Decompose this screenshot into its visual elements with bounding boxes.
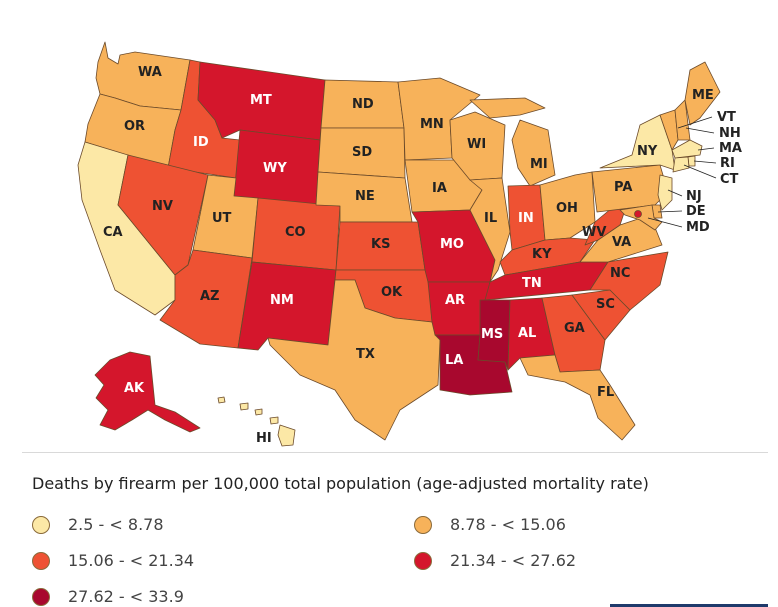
label-NV: NV	[152, 199, 173, 214]
legend-swatch	[32, 587, 50, 606]
legend-label: 2.5 - < 8.78	[68, 515, 164, 534]
legend-swatch	[32, 551, 50, 570]
label-MS: MS	[481, 327, 503, 342]
label-PA: PA	[614, 180, 632, 195]
label-IN: IN	[518, 211, 534, 226]
state-TX	[267, 279, 441, 441]
state-DC	[634, 210, 642, 218]
label-TN: TN	[522, 276, 542, 291]
label-MN: MN	[420, 117, 444, 132]
leader-MD	[647, 217, 683, 228]
label-MO: MO	[440, 237, 464, 252]
label-KY: KY	[532, 247, 552, 262]
legend-item-3: 15.06 - < 21.34	[32, 551, 194, 570]
state-HI-group	[217, 396, 296, 447]
state-ME	[684, 61, 721, 126]
leader-VT	[677, 116, 713, 129]
leader-MA	[697, 147, 715, 151]
state-MI-up	[469, 97, 546, 119]
legend-label: 15.06 - < 21.34	[68, 551, 195, 570]
label-FL: FL	[597, 385, 614, 400]
label-CA: CA	[103, 225, 123, 240]
label-NC: NC	[610, 266, 630, 281]
label-MI: MI	[530, 157, 548, 172]
state-AK	[94, 351, 201, 433]
label-WV: WV	[582, 225, 606, 240]
label-IL: IL	[484, 211, 497, 226]
label-AR: AR	[445, 293, 465, 308]
state-MI	[511, 119, 556, 187]
label-SC: SC	[596, 297, 615, 312]
legend-swatch	[32, 515, 50, 534]
label-OK: OK	[381, 285, 403, 300]
label-ID: ID	[193, 135, 209, 150]
label-NM: NM	[270, 293, 294, 308]
state-MD	[619, 204, 663, 231]
legend-label: 21.34 - < 27.62	[450, 551, 577, 570]
leader-NJ	[667, 189, 683, 197]
label-AZ: AZ	[200, 289, 220, 304]
state-HI-3	[254, 408, 263, 416]
label-LA: LA	[445, 353, 463, 368]
legend-item-4: 21.34 - < 27.62	[414, 551, 576, 570]
label-SD: SD	[352, 145, 372, 160]
leader-NH	[685, 127, 715, 134]
label-WA: WA	[138, 65, 162, 80]
state-AZ	[159, 249, 253, 349]
label-HI: HI	[256, 431, 272, 446]
legend-item-1: 2.5 - < 8.78	[32, 515, 164, 534]
label-NE: NE	[355, 189, 375, 204]
state-MA	[671, 139, 703, 159]
label-AL: AL	[518, 326, 536, 341]
label-ND: ND	[352, 97, 374, 112]
leader-RI	[693, 160, 717, 164]
label-OH: OH	[556, 201, 578, 216]
state-FL	[519, 354, 636, 441]
label-OR: OR	[124, 119, 145, 134]
label-VT: VT	[717, 110, 736, 125]
label-AK: AK	[124, 381, 145, 396]
label-TX: TX	[356, 347, 375, 362]
state-HI-4	[269, 416, 279, 425]
state-HI-1	[217, 396, 226, 404]
label-NH: NH	[719, 126, 741, 141]
label-WI: WI	[467, 137, 486, 152]
label-MD: MD	[686, 220, 710, 235]
label-MA: MA	[719, 141, 742, 156]
label-UT: UT	[212, 211, 232, 226]
leader-DE	[657, 210, 683, 213]
label-WY: WY	[263, 161, 287, 176]
leader-lines	[647, 116, 717, 228]
label-IA: IA	[432, 181, 447, 196]
legend-swatch	[414, 515, 432, 534]
legend-label: 8.78 - < 15.06	[450, 515, 566, 534]
label-VA: VA	[612, 235, 631, 250]
label-NY: NY	[637, 144, 658, 159]
label-ME: ME	[692, 88, 714, 103]
label-GA: GA	[564, 321, 585, 336]
legend-divider	[22, 452, 768, 453]
label-KS: KS	[371, 237, 390, 252]
label-RI: RI	[720, 156, 735, 171]
state-HI-5	[277, 424, 296, 447]
label-CT: CT	[720, 172, 739, 187]
label-MT: MT	[250, 93, 272, 108]
leader-CT	[683, 164, 717, 179]
label-CO: CO	[285, 225, 306, 240]
legend-swatch	[414, 551, 432, 570]
scroll-indicator	[610, 604, 768, 607]
legend-item-5: 27.62 - < 33.9	[32, 587, 184, 606]
state-CT	[672, 156, 690, 173]
legend-title: Deaths by firearm per 100,000 total popu…	[32, 474, 649, 493]
label-DE: DE	[686, 204, 706, 219]
us-choropleth-map: WA OR CA ID NV MT WY UT AZ CO NM ND SD N…	[77, 41, 742, 447]
label-NJ: NJ	[686, 189, 702, 204]
state-NJ	[657, 174, 673, 211]
state-HI-2	[239, 402, 249, 411]
legend-label: 27.62 - < 33.9	[68, 587, 184, 606]
legend-item-2: 8.78 - < 15.06	[414, 515, 566, 534]
